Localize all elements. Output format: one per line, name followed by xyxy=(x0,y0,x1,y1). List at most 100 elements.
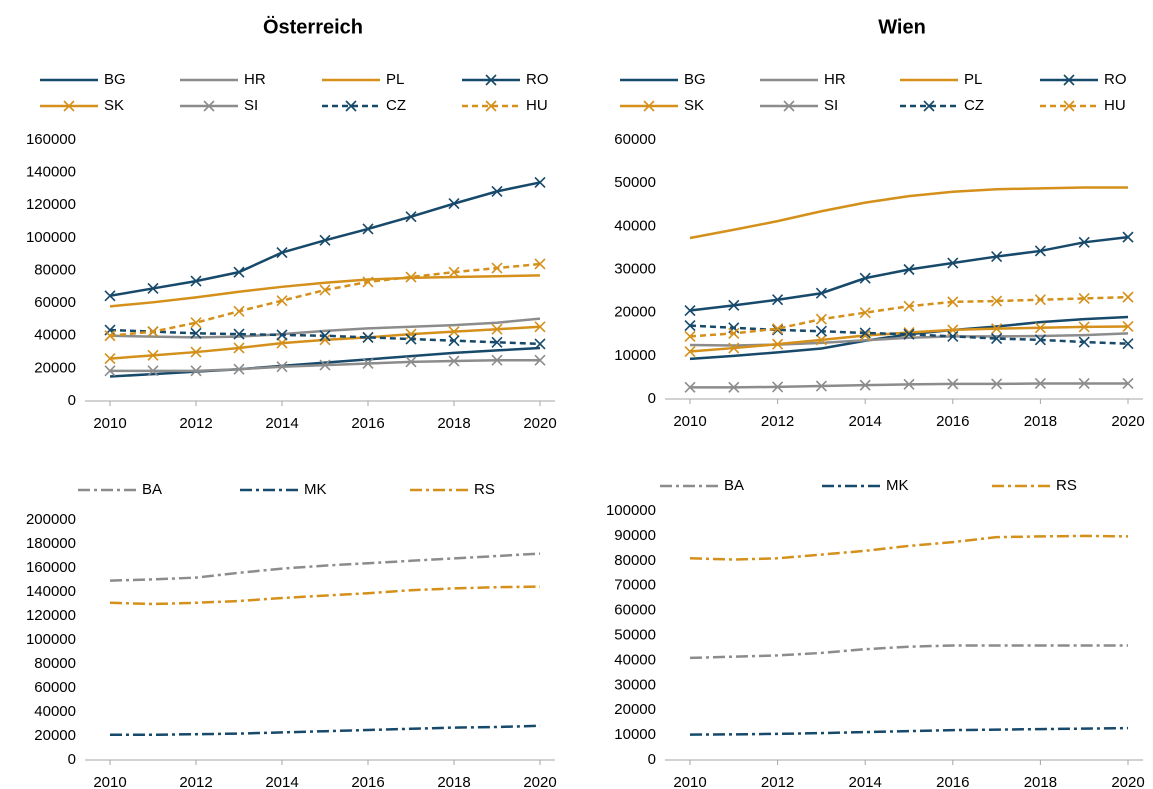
point-marker xyxy=(815,313,827,325)
legend-label: CZ xyxy=(964,97,984,114)
point-marker xyxy=(233,266,245,278)
legend-label: RO xyxy=(1104,71,1127,88)
y-tick-label: 10000 xyxy=(614,726,656,743)
point-marker xyxy=(448,198,460,210)
x-tick-label: 2012 xyxy=(761,413,794,430)
x-tick-label: 2020 xyxy=(523,774,556,789)
y-tick-label: 10000 xyxy=(614,347,656,364)
point-marker xyxy=(728,327,740,339)
point-marker xyxy=(190,317,202,329)
point-marker xyxy=(684,320,696,332)
point-marker xyxy=(448,326,460,338)
legend-marker xyxy=(1063,100,1075,112)
legend-marker xyxy=(63,100,75,112)
point-marker xyxy=(728,342,740,354)
y-tick-label: 50000 xyxy=(614,174,656,191)
series-line xyxy=(689,186,1128,240)
y-tick-label: 160000 xyxy=(26,559,76,576)
y-tick-label: 140000 xyxy=(26,164,76,181)
x-tick-label: 2012 xyxy=(179,774,212,789)
legend-label: SI xyxy=(244,97,258,114)
y-tick-label: 100000 xyxy=(26,229,76,246)
x-tick-label: 2016 xyxy=(936,774,969,789)
point-marker xyxy=(491,336,503,348)
legend-label: BG xyxy=(684,71,706,88)
legend-label: BA xyxy=(724,477,744,494)
line-chart: Österreich 0 20000 40000 60000 80000 100000 120… xyxy=(26,15,557,432)
x-tick-label: 2016 xyxy=(351,774,384,789)
point-marker xyxy=(903,326,915,339)
x-tick-label: 2010 xyxy=(93,415,126,432)
point-marker xyxy=(405,328,417,340)
x-tick-label: 2018 xyxy=(1024,774,1057,789)
point-marker xyxy=(1122,320,1134,333)
point-marker xyxy=(190,327,202,339)
y-tick-label: 20000 xyxy=(614,701,656,718)
x-tick-label: 2012 xyxy=(179,415,212,432)
legend-label: MK xyxy=(886,477,909,494)
point-marker xyxy=(104,330,116,342)
point-marker xyxy=(1122,377,1134,390)
series-line xyxy=(109,346,541,378)
legend-marker xyxy=(203,100,215,112)
point-marker xyxy=(903,263,915,276)
chart-title: Österreich xyxy=(263,15,363,38)
point-marker xyxy=(147,282,159,295)
point-marker xyxy=(991,250,1003,263)
point-marker xyxy=(190,275,202,287)
y-tick-label: 70000 xyxy=(614,577,656,594)
point-marker xyxy=(772,323,784,335)
y-tick-label: 50000 xyxy=(614,626,656,643)
point-marker xyxy=(991,295,1003,307)
y-tick-label: 60000 xyxy=(34,294,76,311)
legend-label: SK xyxy=(684,97,704,114)
series-line xyxy=(109,317,541,339)
point-marker xyxy=(405,333,417,345)
y-tick-label: 180000 xyxy=(26,535,76,552)
point-marker xyxy=(534,176,546,188)
point-marker xyxy=(772,381,784,393)
y-tick-label: 200000 xyxy=(26,511,76,528)
point-marker xyxy=(728,381,740,393)
point-marker xyxy=(491,185,503,197)
series-line xyxy=(109,274,541,308)
point-marker xyxy=(1078,321,1090,333)
point-marker xyxy=(991,323,1003,335)
legend-label: HU xyxy=(526,97,548,114)
y-tick-label: 0 xyxy=(68,751,76,768)
point-marker xyxy=(276,246,288,259)
y-tick-label: 90000 xyxy=(614,527,656,544)
point-marker xyxy=(1034,245,1046,257)
legend-marker xyxy=(643,100,655,112)
y-tick-label: 80000 xyxy=(34,655,76,672)
legend-marker xyxy=(345,100,357,112)
point-marker xyxy=(1122,338,1134,350)
line-chart: 0 20000 40000 60000 80000 100000 120000 140000 1… xyxy=(26,481,557,789)
point-marker xyxy=(991,378,1003,390)
point-marker xyxy=(491,354,503,366)
x-tick-label: 2014 xyxy=(849,774,882,789)
point-marker xyxy=(319,359,331,371)
series-line xyxy=(109,552,541,582)
y-tick-label: 40000 xyxy=(614,651,656,668)
x-tick-label: 2016 xyxy=(351,415,384,432)
legend-label: HR xyxy=(244,71,266,88)
point-marker xyxy=(147,365,159,377)
series-line xyxy=(689,644,1128,660)
legend-label: PL xyxy=(386,71,404,88)
x-tick-label: 2010 xyxy=(673,774,706,789)
point-marker xyxy=(684,345,696,358)
point-marker xyxy=(448,266,460,278)
point-marker xyxy=(491,262,503,274)
y-tick-label: 40000 xyxy=(614,217,656,234)
point-marker xyxy=(319,234,331,246)
series-line xyxy=(689,726,1129,736)
point-marker xyxy=(276,329,288,341)
point-marker xyxy=(1034,322,1046,334)
point-marker xyxy=(947,257,959,269)
y-tick-label: 100000 xyxy=(606,502,656,519)
x-tick-label: 2014 xyxy=(849,413,882,430)
point-marker xyxy=(947,378,959,390)
point-marker xyxy=(190,346,202,358)
point-marker xyxy=(362,276,374,288)
